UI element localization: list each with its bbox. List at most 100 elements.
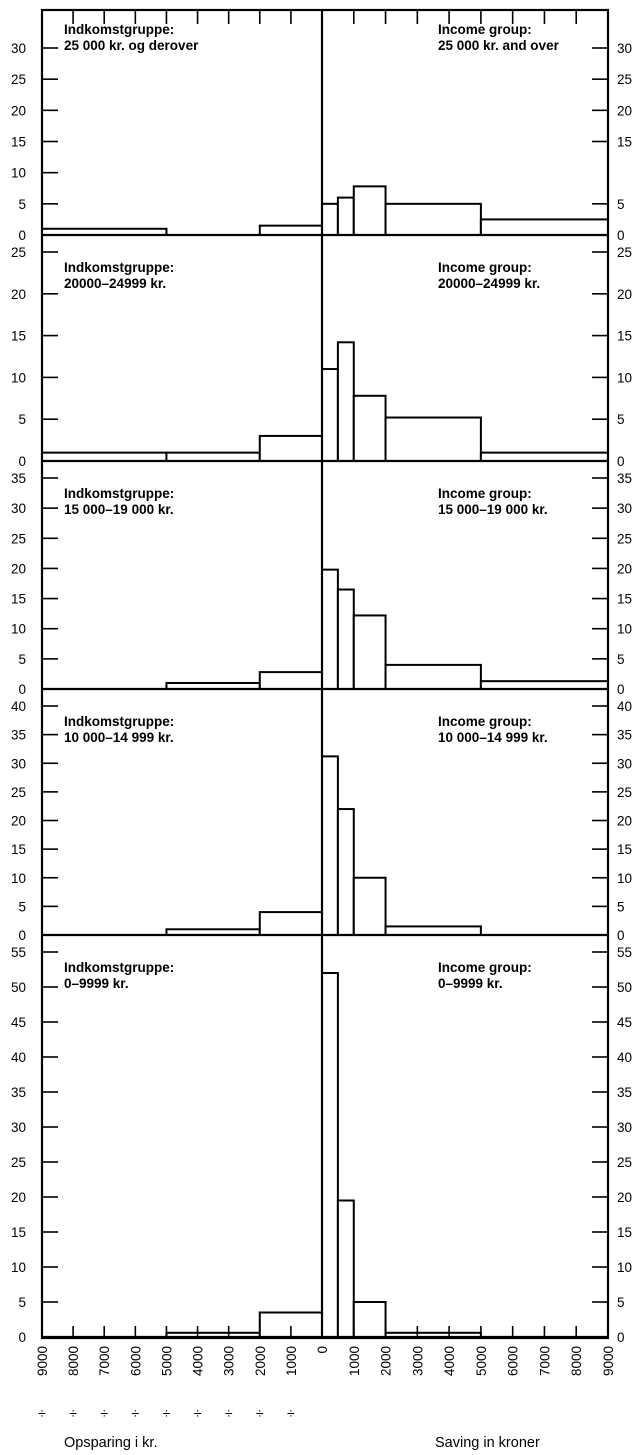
negative-sign-5: ÷: [194, 1405, 202, 1421]
panel-label-left-line2: 25 000 kr. og derover: [64, 38, 199, 53]
ytick-label-right-p4-10: 50: [617, 980, 632, 995]
panel-label-left-line2: 0–9999 kr.: [64, 976, 129, 991]
bar-p0-5: [352, 185, 387, 237]
xtick-label-18: 9000: [601, 1346, 616, 1376]
panel-label-left-line1: Indkomstgruppe:: [64, 22, 174, 37]
ytick-label-left-p2-6: 30: [11, 501, 26, 516]
ytick-label-left-p3-7: 35: [11, 728, 26, 743]
panel-4: 0 5 10 15 20 25 30 35 40 45 50 55 0 5 10 15 20 25 30 35 40 45…: [11, 945, 632, 1345]
ytick-label-right-p1-2: 10: [617, 370, 632, 385]
bar-p0-7: [479, 218, 609, 237]
ytick-label-right-p1-3: 15: [617, 329, 632, 344]
negative-sign-3: ÷: [131, 1405, 139, 1421]
bar-p3-5: [352, 876, 387, 936]
ytick-label-right-p0-0: 0: [617, 228, 625, 243]
ytick-label-left-p0-5: 25: [11, 72, 26, 87]
ytick-label-right-p0-4: 25: [617, 72, 632, 87]
panel-label-left-line2: 15 000–19 000 kr.: [64, 502, 174, 517]
bar-p2-2: [258, 671, 323, 690]
ytick-label-left-p2-1: 5: [18, 652, 26, 667]
ytick-label-right-p3-8: 40: [617, 699, 632, 714]
ytick-label-right-p0-1: 5: [617, 197, 625, 212]
xtick-label-2: 7000: [97, 1346, 112, 1376]
ytick-label-left-p3-1: 5: [18, 899, 26, 914]
ytick-label-right-p1-0: 0: [617, 454, 625, 469]
panel-label-right-line1: Income group:: [438, 960, 532, 975]
ytick-label-right-p4-11: 55: [617, 945, 632, 960]
xtick-label-17: 8000: [569, 1346, 584, 1376]
ytick-label-right-p3-4: 20: [617, 814, 632, 829]
ytick-label-right-p2-6: 30: [617, 501, 632, 516]
panel-label-left-line1: Indkomstgruppe:: [64, 486, 174, 501]
xtick-label-14: 5000: [474, 1346, 489, 1376]
negative-sign-1: ÷: [69, 1405, 77, 1421]
ytick-label-left-p4-11: 55: [11, 945, 26, 960]
ytick-label-left-p2-0: 0: [18, 682, 26, 697]
ytick-label-left-p3-8: 40: [11, 699, 26, 714]
panel-label-right-line1: Income group:: [438, 22, 532, 37]
negative-sign-7: ÷: [256, 1405, 264, 1421]
bar-p4-4: [336, 1199, 355, 1338]
panel-label-right-line1: Income group:: [438, 260, 532, 275]
bar-p2-5: [352, 614, 387, 690]
ytick-label-left-p0-4: 20: [11, 103, 26, 118]
ytick-label-right-p2-0: 0: [617, 682, 625, 697]
negative-sign-4: ÷: [163, 1405, 171, 1421]
ytick-label-left-p3-3: 15: [11, 842, 26, 857]
bar-p1-7: [479, 451, 609, 463]
ytick-label-left-p3-0: 0: [18, 928, 26, 943]
panel-0: 0510152025300515202530Indkomstgruppe:25 …: [11, 22, 632, 243]
ytick-label-right-p4-2: 10: [617, 1260, 632, 1275]
ytick-label-right-p3-7: 35: [617, 728, 632, 743]
ytick-label-left-p4-9: 45: [11, 1015, 26, 1030]
ytick-label-left-p0-1: 5: [18, 197, 26, 212]
ytick-label-right-p4-3: 15: [617, 1225, 632, 1240]
bar-p2-4: [336, 588, 355, 690]
bar-p0-3: [321, 202, 339, 236]
ytick-label-right-p4-4: 20: [617, 1190, 632, 1205]
bar-p0-6: [384, 202, 482, 236]
ytick-label-right-p4-5: 25: [617, 1155, 632, 1170]
bar-p1-5: [352, 394, 387, 462]
ytick-label-right-p3-2: 10: [617, 871, 632, 886]
x-axis-label-left: Opsparing i kr.: [64, 1435, 158, 1451]
panel-3: 0 5 10 15 20 25 30 35 40 0 5 10 15 20 25 30 35 40 Indkomst…: [11, 699, 632, 943]
xtick-label-7: 2000: [253, 1346, 268, 1376]
bar-p1-2: [258, 434, 323, 463]
ytick-label-right-p0-3: 20: [617, 103, 632, 118]
x-axis-label-right: Saving in kroner: [435, 1435, 540, 1451]
plot-frame: [40, 8, 610, 1340]
panel-label-left-line2: 10 000–14 999 kr.: [64, 730, 174, 745]
xtick-label-6: 3000: [222, 1346, 237, 1376]
xtick-label-0: 9000: [35, 1346, 50, 1376]
bar-p0-2: [258, 224, 323, 236]
ytick-label-left-p2-5: 25: [11, 531, 26, 546]
xtick-label-12: 3000: [410, 1346, 425, 1376]
bar-p4-3: [321, 972, 339, 1338]
panel-label-right-line2: 0–9999 kr.: [438, 976, 503, 991]
bar-p1-4: [336, 341, 355, 462]
bar-p1-3: [321, 368, 339, 463]
ytick-label-left-p1-2: 10: [11, 370, 26, 385]
ytick-label-right-p4-8: 40: [617, 1050, 632, 1065]
ytick-label-right-p4-9: 45: [617, 1015, 632, 1030]
ytick-label-right-p4-6: 30: [617, 1120, 632, 1135]
ytick-label-left-p4-6: 30: [11, 1120, 26, 1135]
ytick-label-left-p4-1: 5: [18, 1295, 26, 1310]
panel-label-right-line1: Income group:: [438, 486, 532, 501]
bar-p2-3: [321, 568, 339, 690]
negative-sign-6: ÷: [225, 1405, 233, 1421]
ytick-label-right-p2-2: 10: [617, 622, 632, 637]
ytick-label-right-p3-5: 25: [617, 785, 632, 800]
xtick-label-4: 5000: [159, 1346, 174, 1376]
ytick-label-left-p0-6: 30: [11, 41, 26, 56]
ytick-label-right-p2-5: 25: [617, 531, 632, 546]
panel-label-left-line2: 20000–24999 kr.: [64, 276, 166, 291]
ytick-label-left-p4-8: 40: [11, 1050, 26, 1065]
panel-label-right-line2: 20000–24999 kr.: [438, 276, 540, 291]
ytick-label-right-p3-6: 30: [617, 756, 632, 771]
panel-label-left-line1: Indkomstgruppe:: [64, 960, 174, 975]
ytick-label-left-p4-2: 10: [11, 1260, 26, 1275]
xtick-label-9: 0: [315, 1346, 330, 1354]
panel-label-right-line2: 10 000–14 999 kr.: [438, 730, 548, 745]
